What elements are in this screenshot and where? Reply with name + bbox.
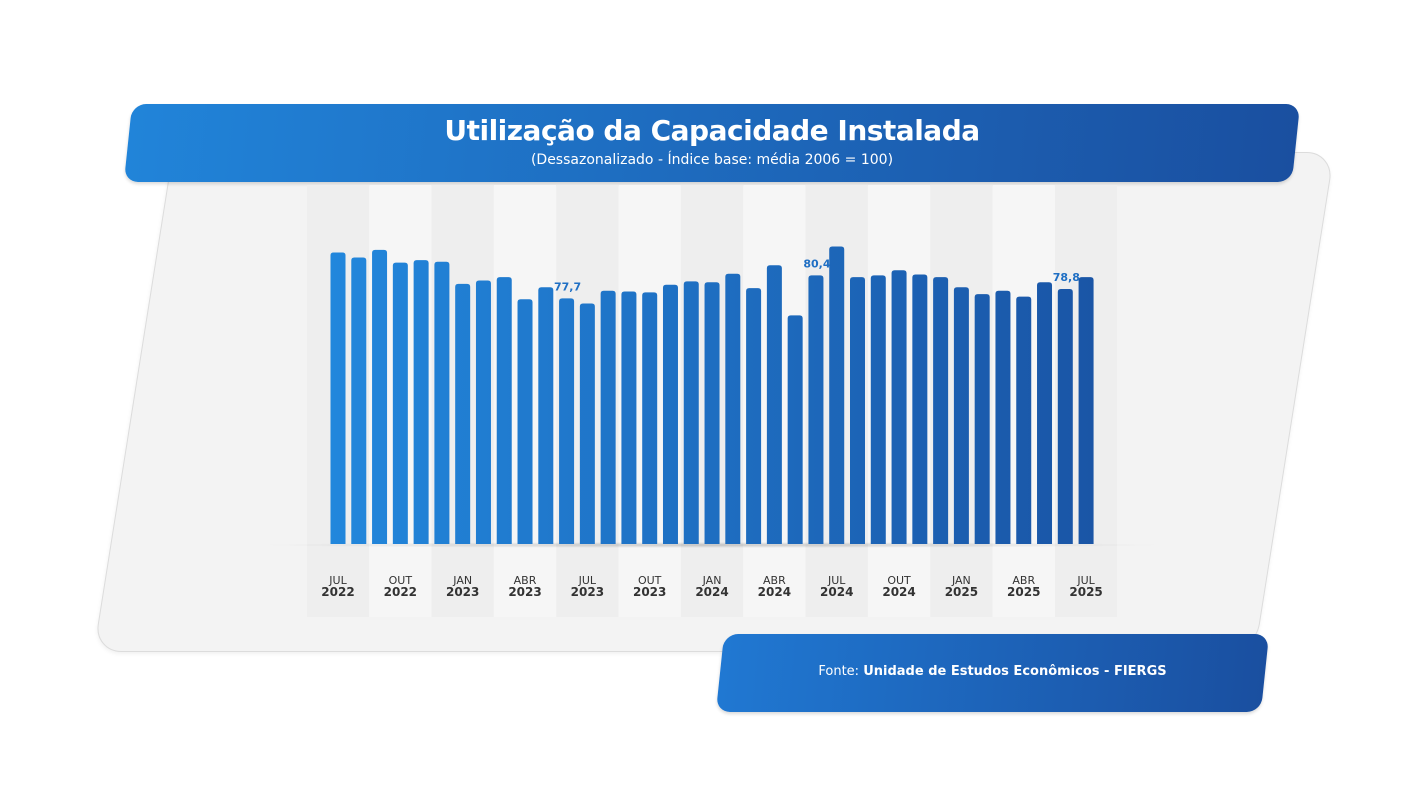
tick-label-month: JUL <box>827 574 846 587</box>
bar: SET 2023: 78.5 <box>621 291 637 544</box>
data-label: 80,4 <box>803 257 830 270</box>
tick-label-month: ABR <box>1012 574 1035 587</box>
bar: JAN 2024: 79.6 <box>704 282 720 544</box>
source-note: Fonte: Unidade de Estudos Econômicos - F… <box>720 664 1265 679</box>
bar: NOV 2022: 82.2 <box>413 260 429 544</box>
bar: AGO 2022: 82.5 <box>351 257 367 544</box>
bar: DEZ 2022: 82 <box>434 261 450 544</box>
bar: JUL 2023: 77.1 <box>579 303 595 544</box>
tick-label-month: ABR <box>763 574 786 587</box>
tick-label-year: 2022 <box>321 585 354 599</box>
bar: JUL 2022: 83.1 <box>330 252 346 544</box>
tick-label-year: 2024 <box>820 585 853 599</box>
bar: FEV 2023: 79.8 <box>475 280 491 544</box>
bar: NOV 2023: 79.3 <box>662 284 678 544</box>
tick-label-month: JAN <box>702 574 722 587</box>
bar: MAI 2025: 79.6 <box>1037 282 1053 544</box>
tick-label-month: OUT <box>887 574 911 587</box>
bar: DEZ 2023: 79.7 <box>683 281 699 544</box>
bar: JAN 2023: 79.4 <box>455 283 471 544</box>
tick-label-month: OUT <box>638 574 662 587</box>
source-prefix: Fonte: <box>818 664 860 679</box>
bar: AGO 2023: 78.6 <box>600 290 616 544</box>
bar: JUN 2024: 80.4 <box>808 275 824 544</box>
bar: JAN 2025: 79 <box>953 287 969 544</box>
tick-label-year: 2023 <box>508 585 541 599</box>
tick-label-year: 2024 <box>695 585 728 599</box>
source-name: Unidade de Estudos Econômicos - FIERGS <box>863 664 1167 679</box>
tick-label-month: JUL <box>328 574 347 587</box>
bar: FEV 2024: 80.6 <box>725 273 741 544</box>
bar: SET 2024: 80.4 <box>870 275 886 544</box>
bar: MAR 2023: 80.2 <box>496 277 512 544</box>
tick-label-month: JAN <box>452 574 472 587</box>
bar: MAI 2024: 75.7 <box>787 315 803 544</box>
tick-label-month: JUL <box>1076 574 1095 587</box>
tick-label-year: 2024 <box>882 585 915 599</box>
tick-label-month: OUT <box>389 574 413 587</box>
bar: ABR 2023: 77.6 <box>517 299 533 544</box>
bar: OUT 2023: 78.4 <box>642 292 658 544</box>
data-label: 77,7 <box>554 280 581 293</box>
bar: NOV 2024: 80.5 <box>912 274 928 544</box>
tick-label-month: ABR <box>514 574 537 587</box>
bar: MAR 2025: 78.6 <box>995 290 1011 544</box>
tick-label-year: 2022 <box>384 585 417 599</box>
bar: ABR 2024: 81.6 <box>766 265 782 544</box>
bar: JUL 2025: 80.2 <box>1078 277 1094 544</box>
bar: AGO 2024: 80.2 <box>850 277 865 544</box>
chart-subtitle: (Dessazonalizado - Índice base: média 20… <box>530 152 894 168</box>
bar: MAR 2024: 78.9 <box>746 288 762 544</box>
bar: FEV 2025: 78.2 <box>974 294 990 544</box>
bar: JUN 2025: 78.8 <box>1057 289 1073 544</box>
data-label: 78,8 <box>1053 271 1080 284</box>
bar: OUT 2024: 81 <box>891 270 907 544</box>
bar: MAI 2023: 79 <box>538 287 554 544</box>
tick-label-year: 2025 <box>1069 585 1102 599</box>
bar: SET 2022: 83.4 <box>372 249 388 544</box>
tick-label-year: 2023 <box>633 585 666 599</box>
tick-label-year: 2023 <box>446 585 479 599</box>
bar: DEZ 2024: 80.2 <box>933 277 949 544</box>
tick-label-month: JAN <box>951 574 971 587</box>
tick-label-year: 2025 <box>1007 585 1040 599</box>
chart-title: Utilização da Capacidade Instalada <box>444 114 980 147</box>
bar: OUT 2022: 81.9 <box>392 262 408 544</box>
tick-label-year: 2023 <box>571 585 604 599</box>
bar: JUL 2024: 83.8 <box>829 246 845 544</box>
bar: ABR 2025: 77.9 <box>1016 296 1032 544</box>
bar: JUN 2023: 77.7 <box>559 298 575 544</box>
tick-label-year: 2025 <box>945 585 978 599</box>
tick-label-year: 2024 <box>758 585 791 599</box>
tick-label-month: JUL <box>578 574 597 587</box>
